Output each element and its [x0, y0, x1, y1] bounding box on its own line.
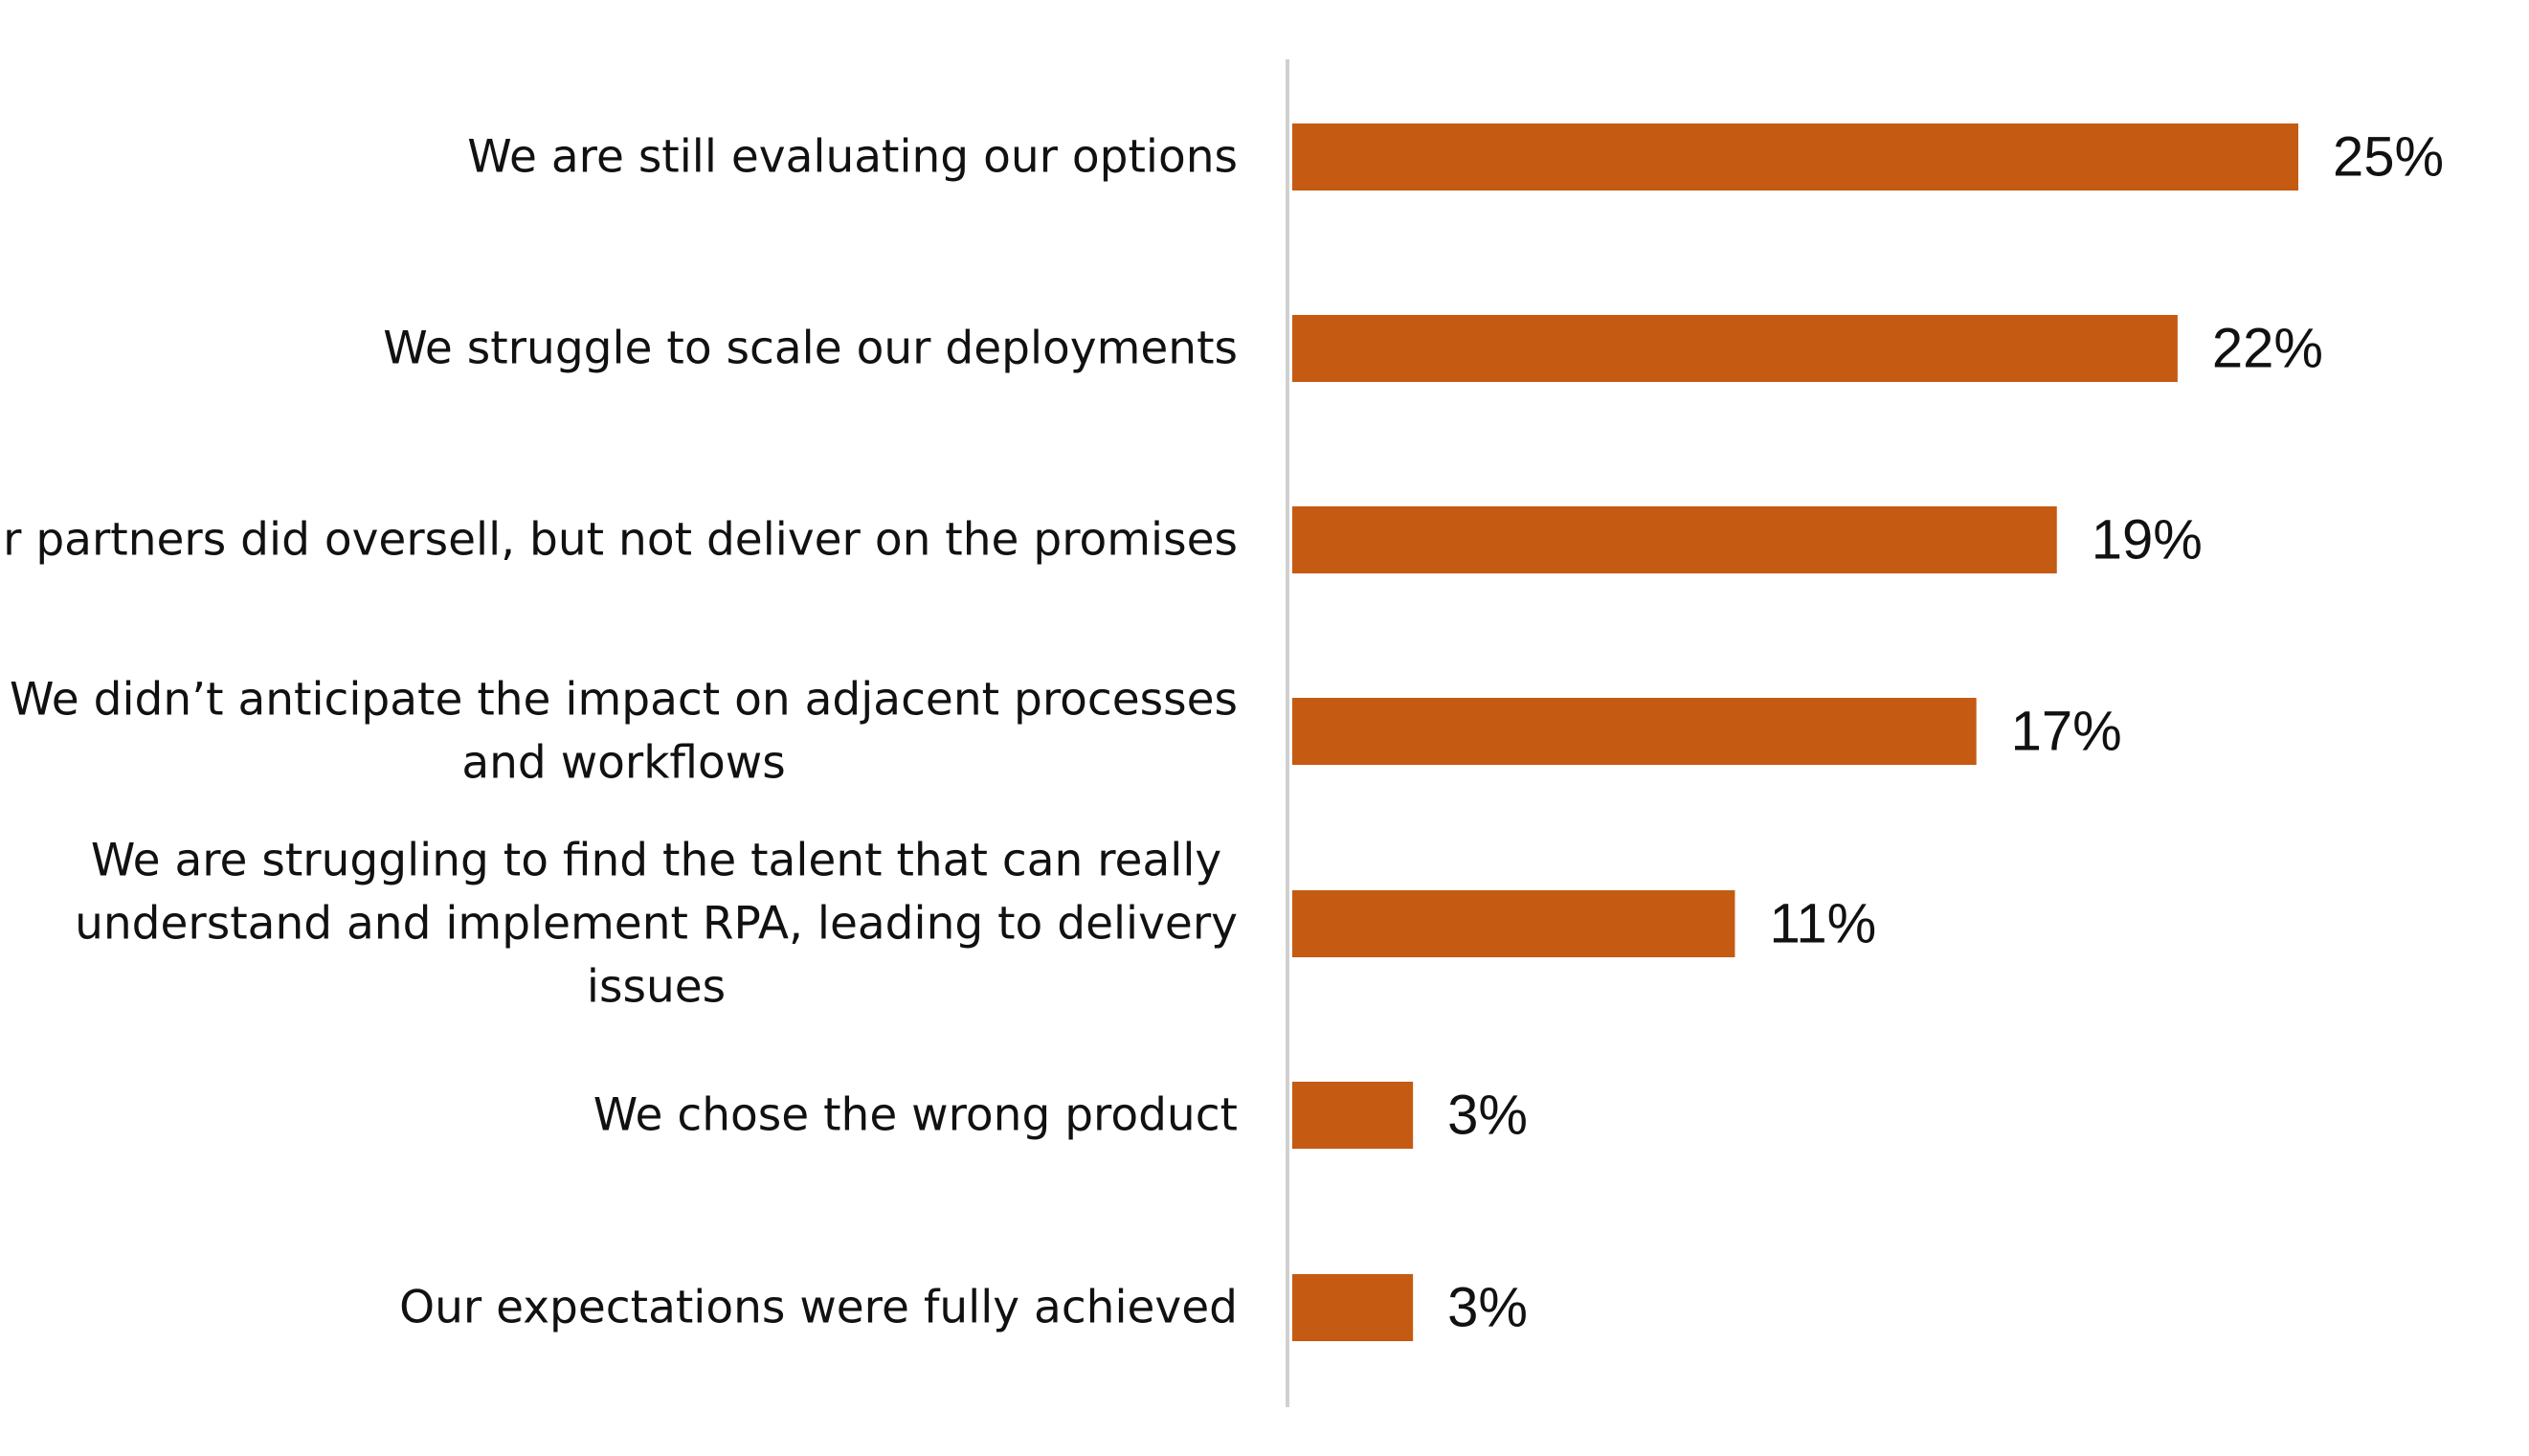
category-label-1: We are still evaluating our options [467, 131, 1238, 184]
value-label-3: 19% [2092, 509, 2203, 571]
category-label-7: Our expectations were fully achieved [399, 1282, 1238, 1334]
bar-2 [1292, 315, 2178, 382]
category-labels-layer: We are still evaluating our options We st… [0, 131, 1238, 1334]
bar-5 [1292, 890, 1735, 957]
value-labels-layer: 25% 22% 19% 17% 11% 3% 3% [1447, 126, 2444, 1339]
value-label-7: 3% [1447, 1277, 1528, 1339]
value-label-5: 11% [1769, 893, 1876, 955]
category-label-line: We are struggling to find the talent tha… [91, 835, 1221, 887]
category-label-line: We didn’t anticipate the impact on adjac… [10, 674, 1238, 727]
category-label-line: Our partners did oversell, but not deliv… [0, 514, 1238, 567]
category-label-3: Our partners did oversell, but not deliv… [0, 514, 1238, 567]
category-label-line: Our expectations were fully achieved [399, 1282, 1238, 1334]
category-label-line: issues [587, 961, 726, 1014]
bar-7 [1292, 1274, 1414, 1341]
category-label-line: We chose the wrong product [593, 1089, 1238, 1142]
category-label-line: understand and implement RPA, leading to… [75, 898, 1238, 951]
category-label-5: We are struggling to find the talent tha… [75, 835, 1238, 1014]
value-label-1: 25% [2333, 126, 2444, 189]
bar-6 [1292, 1082, 1414, 1149]
category-label-4: We didn’t anticipate the impact on adjac… [10, 674, 1238, 790]
category-label-line: and workflows [461, 737, 785, 790]
bar-3 [1292, 506, 2057, 573]
value-label-4: 17% [2011, 701, 2122, 763]
category-label-line: We are still evaluating our options [467, 131, 1238, 184]
category-label-line: We struggle to scale our deployments [383, 323, 1238, 375]
bar-1 [1292, 123, 2298, 190]
category-label-2: We struggle to scale our deployments [383, 323, 1238, 375]
bars-layer [1292, 123, 2298, 1341]
value-label-2: 22% [2212, 318, 2323, 380]
category-label-6: We chose the wrong product [593, 1089, 1238, 1142]
bar-4 [1292, 698, 1977, 765]
value-label-6: 3% [1447, 1085, 1528, 1147]
